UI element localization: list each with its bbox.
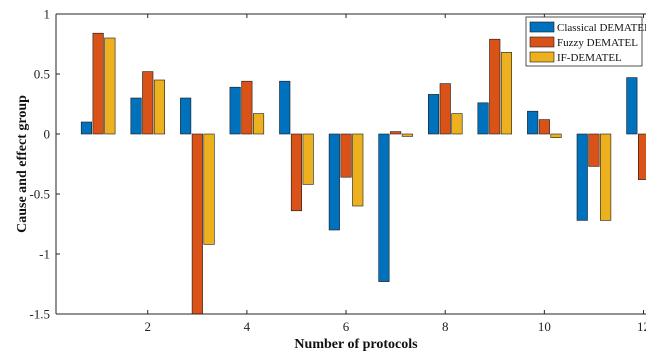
y-tick-label-0.5: 0.5	[34, 67, 50, 82]
bar-3-7	[401, 133, 413, 137]
legend-swatch-1	[529, 21, 555, 33]
legend-label-2: Fuzzy DEMATEL	[557, 37, 638, 49]
x-tick-label-8: 8	[442, 319, 449, 334]
bar-2-6	[340, 133, 352, 178]
bar-2-2	[142, 71, 154, 135]
bars-group	[80, 32, 646, 315]
bar-2-7	[390, 131, 402, 135]
x-tick-label-2: 2	[144, 319, 151, 334]
bar-1-7	[378, 133, 390, 282]
y-ticks: 1 0.5 0 -0.5 -1 -1.5	[29, 7, 60, 322]
y-tick-label--1.5: -1.5	[29, 307, 50, 322]
x-axis-title: Number of protocols	[294, 337, 418, 352]
legend-swatch-3	[529, 51, 555, 63]
axes-frame	[55, 13, 646, 315]
bar-3-5	[302, 133, 314, 185]
bar-1-11	[576, 133, 588, 221]
x-tick-label-6: 6	[343, 319, 350, 334]
x-tick-label-12: 12	[637, 319, 646, 334]
bar-2-11	[588, 133, 600, 167]
y-tick-label-1: 1	[44, 7, 51, 22]
bar-1-10	[527, 110, 539, 135]
y-tick-label--0.5: -0.5	[29, 187, 50, 202]
legend: Classical DEMATEL Fuzzy DEMATEL IF-DEMATEL	[525, 16, 646, 67]
bar-1-12	[626, 77, 638, 135]
bar-2-8	[439, 83, 451, 135]
bar-3-9	[500, 52, 513, 135]
bar-1-4	[229, 86, 241, 135]
x-tick-label-10: 10	[538, 319, 551, 334]
bar-3-11	[600, 133, 612, 221]
bar-3-10	[550, 133, 562, 138]
legend-label-3: IF-DEMATEL	[557, 52, 622, 64]
bar-1-1	[80, 121, 92, 135]
legend-label-1: Classical DEMATEL	[557, 22, 646, 34]
bar-1-9	[477, 102, 489, 135]
bar-2-3	[191, 133, 203, 315]
y-tick-label-0: 0	[44, 127, 51, 142]
bar-3-2	[153, 79, 165, 135]
bar-3-8	[451, 113, 463, 135]
bar-3-1	[104, 37, 116, 135]
bar-1-2	[130, 97, 142, 135]
bar-1-5	[279, 80, 291, 135]
y-tick-label--1: -1	[39, 247, 50, 262]
bar-2-5	[290, 133, 303, 212]
legend-swatch-2	[529, 36, 555, 48]
bar-2-4	[241, 80, 253, 135]
y-axis-title: Cause and effect group	[15, 95, 30, 233]
bar-2-12	[637, 133, 646, 180]
x-tick-label-4: 4	[244, 319, 251, 334]
bar-2-10	[538, 119, 550, 135]
bar-3-3	[203, 133, 215, 245]
bar-3-6	[352, 133, 364, 207]
bar-2-1	[92, 32, 104, 135]
bar-3-4	[253, 113, 265, 135]
bar-1-6	[328, 133, 340, 231]
x-ticks: 2 4 6 8 10 12	[144, 14, 646, 334]
bar-1-3	[180, 97, 192, 135]
bar-1-8	[427, 94, 440, 135]
bar-2-9	[489, 38, 501, 135]
